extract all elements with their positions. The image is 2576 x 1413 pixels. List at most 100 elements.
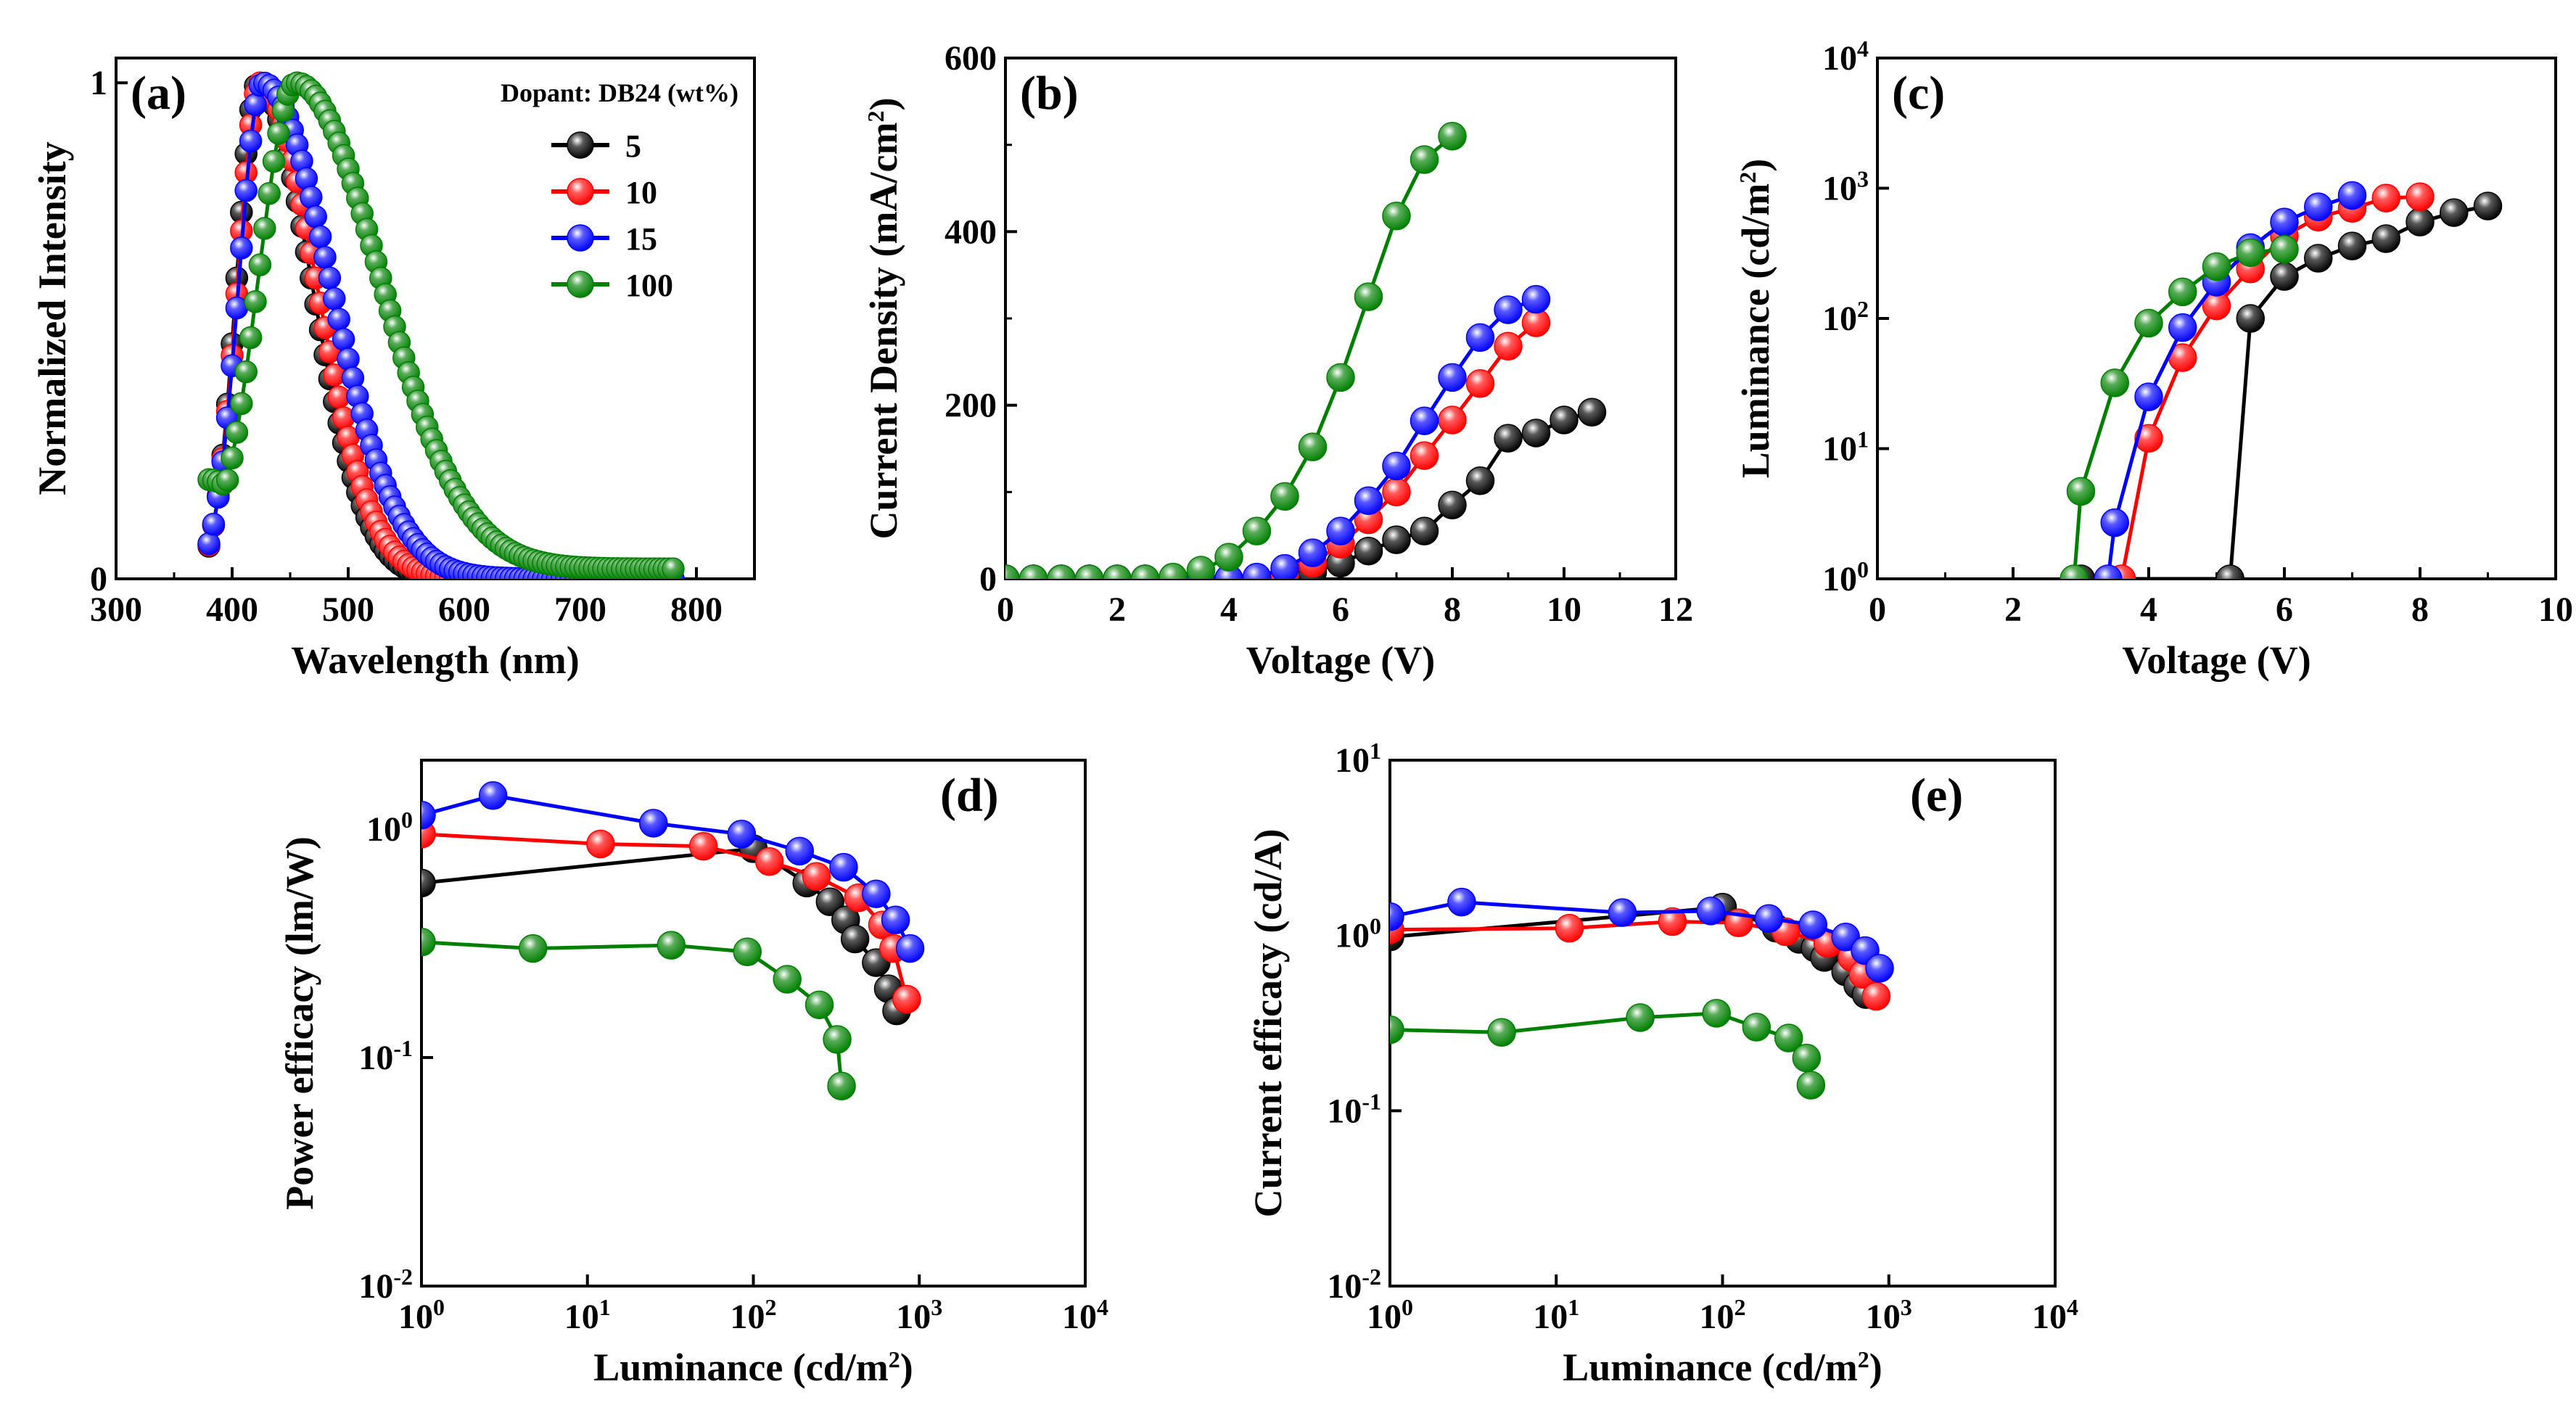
- data-point-100: [1186, 556, 1216, 579]
- data-point-15: [1447, 887, 1476, 917]
- y-tick-label: 100: [1822, 556, 1869, 598]
- data-point-15: [727, 820, 757, 849]
- panel-e: 100 101 102 103 104 10-2 10-1 100 101 Luminance (…: [1246, 738, 2078, 1389]
- y-tick-label: 100: [366, 807, 413, 849]
- series-100: [1005, 121, 1467, 579]
- data-point-15: [1465, 323, 1495, 353]
- data-point-15: [1798, 910, 1827, 939]
- data-point-5: [1521, 419, 1551, 448]
- legend-marker-15: [567, 224, 594, 252]
- data-point-15: [197, 532, 221, 556]
- data-point-100: [421, 928, 436, 957]
- data-point-5: [1494, 424, 1523, 453]
- data-point-15: [202, 512, 226, 536]
- data-point-100: [234, 360, 258, 384]
- legend-label-100: 100: [625, 268, 673, 303]
- data-point-15: [1696, 897, 1726, 926]
- data-point-15: [2168, 313, 2197, 342]
- data-point-100: [1792, 1043, 1822, 1073]
- data-point-100: [1382, 202, 1411, 231]
- data-point-100: [1130, 564, 1160, 579]
- data-point-10: [1494, 331, 1523, 361]
- y-tick-label: 101: [1335, 738, 1381, 780]
- legend-marker-10: [567, 178, 594, 205]
- data-point-15: [1438, 363, 1467, 392]
- y-axis-label: Normalized Intensity: [30, 141, 74, 495]
- y-tick-label: 10-2: [1327, 1264, 1381, 1306]
- data-point-15: [1270, 553, 1299, 579]
- plot-area: [197, 71, 685, 579]
- data-point-15: [327, 308, 350, 331]
- data-point-100: [2270, 234, 2299, 264]
- y-tick-label: 102: [1822, 296, 1869, 338]
- y-tick-label: 0: [90, 560, 107, 598]
- data-point-15: [639, 809, 668, 838]
- x-tick-label: 6: [1332, 590, 1349, 629]
- panel-d: 100 101 102 103 104 10-2 10-1 100 Luminance (cd/…: [278, 759, 1108, 1389]
- data-point-100: [258, 181, 281, 205]
- y-tick-label: 100: [1335, 913, 1381, 955]
- x-tick-label: 800: [670, 590, 723, 629]
- data-point-10: [754, 847, 784, 876]
- data-point-100: [1214, 543, 1243, 572]
- x-axis-label: Voltage (V): [2122, 638, 2310, 682]
- data-point-5: [2440, 198, 2469, 227]
- data-point-15: [244, 93, 267, 117]
- series-100: [1390, 999, 1826, 1100]
- legend-label-10: 10: [625, 175, 657, 210]
- data-point-100: [1774, 1023, 1803, 1052]
- data-point-100: [239, 326, 263, 350]
- x-tick-label: 100: [1367, 1294, 1413, 1336]
- x-tick-label: 100: [398, 1294, 445, 1336]
- data-point-5: [1354, 536, 1383, 566]
- series-line-5: [2081, 204, 2488, 579]
- y-tick-label: 1: [90, 64, 107, 102]
- data-point-100: [1019, 564, 1048, 579]
- x-tick-label: 10: [1547, 590, 1581, 629]
- data-point-10: [2406, 182, 2435, 212]
- data-point-15: [2094, 564, 2123, 579]
- series-15: [421, 781, 925, 963]
- x-tick-label: 400: [206, 590, 258, 629]
- data-point-15: [323, 287, 346, 310]
- data-point-15: [300, 186, 323, 209]
- data-point-100: [1159, 562, 1188, 579]
- data-point-5: [2215, 564, 2244, 579]
- data-point-5: [1550, 405, 1579, 434]
- data-point-100: [215, 469, 239, 492]
- data-point-100: [1354, 282, 1383, 311]
- legend-label-15: 15: [625, 221, 657, 257]
- data-point-15: [239, 129, 263, 153]
- data-point-5: [2236, 304, 2265, 333]
- data-point-15: [785, 836, 815, 866]
- data-point-100: [1438, 121, 1467, 151]
- data-point-5: [1382, 525, 1411, 554]
- y-tick-label: 400: [945, 213, 997, 251]
- data-point-15: [478, 781, 508, 810]
- data-point-5: [1465, 466, 1495, 495]
- data-point-15: [2337, 181, 2367, 210]
- y-axis-label: Current efficacy (cd/A): [1246, 829, 1290, 1218]
- panel-label: (b): [1020, 67, 1079, 120]
- data-point-10: [1658, 907, 1687, 936]
- data-point-10: [1861, 981, 1891, 1011]
- x-tick-label: 101: [1533, 1294, 1579, 1336]
- data-point-5: [2337, 231, 2367, 260]
- data-point-15: [1865, 954, 1894, 983]
- data-point-100: [1074, 564, 1104, 579]
- data-point-100: [267, 122, 290, 145]
- data-point-15: [308, 225, 332, 249]
- y-axis-label: Power efficacy (lm/W): [278, 836, 321, 1210]
- series-100: [421, 928, 856, 1101]
- panel-b: 0 2 4 6 8 10 12 0 200 400 600 Voltage (V) Current De…: [862, 39, 1693, 682]
- data-point-5: [2371, 224, 2400, 253]
- data-point-100: [2202, 252, 2231, 281]
- data-point-10: [1465, 369, 1495, 398]
- data-point-100: [1270, 482, 1299, 511]
- data-point-100: [1047, 564, 1076, 579]
- x-tick-label: 8: [1444, 590, 1461, 629]
- data-point-15: [2270, 207, 2299, 236]
- data-point-10: [332, 406, 355, 429]
- data-point-100: [773, 965, 802, 994]
- x-tick-label: 300: [90, 590, 142, 629]
